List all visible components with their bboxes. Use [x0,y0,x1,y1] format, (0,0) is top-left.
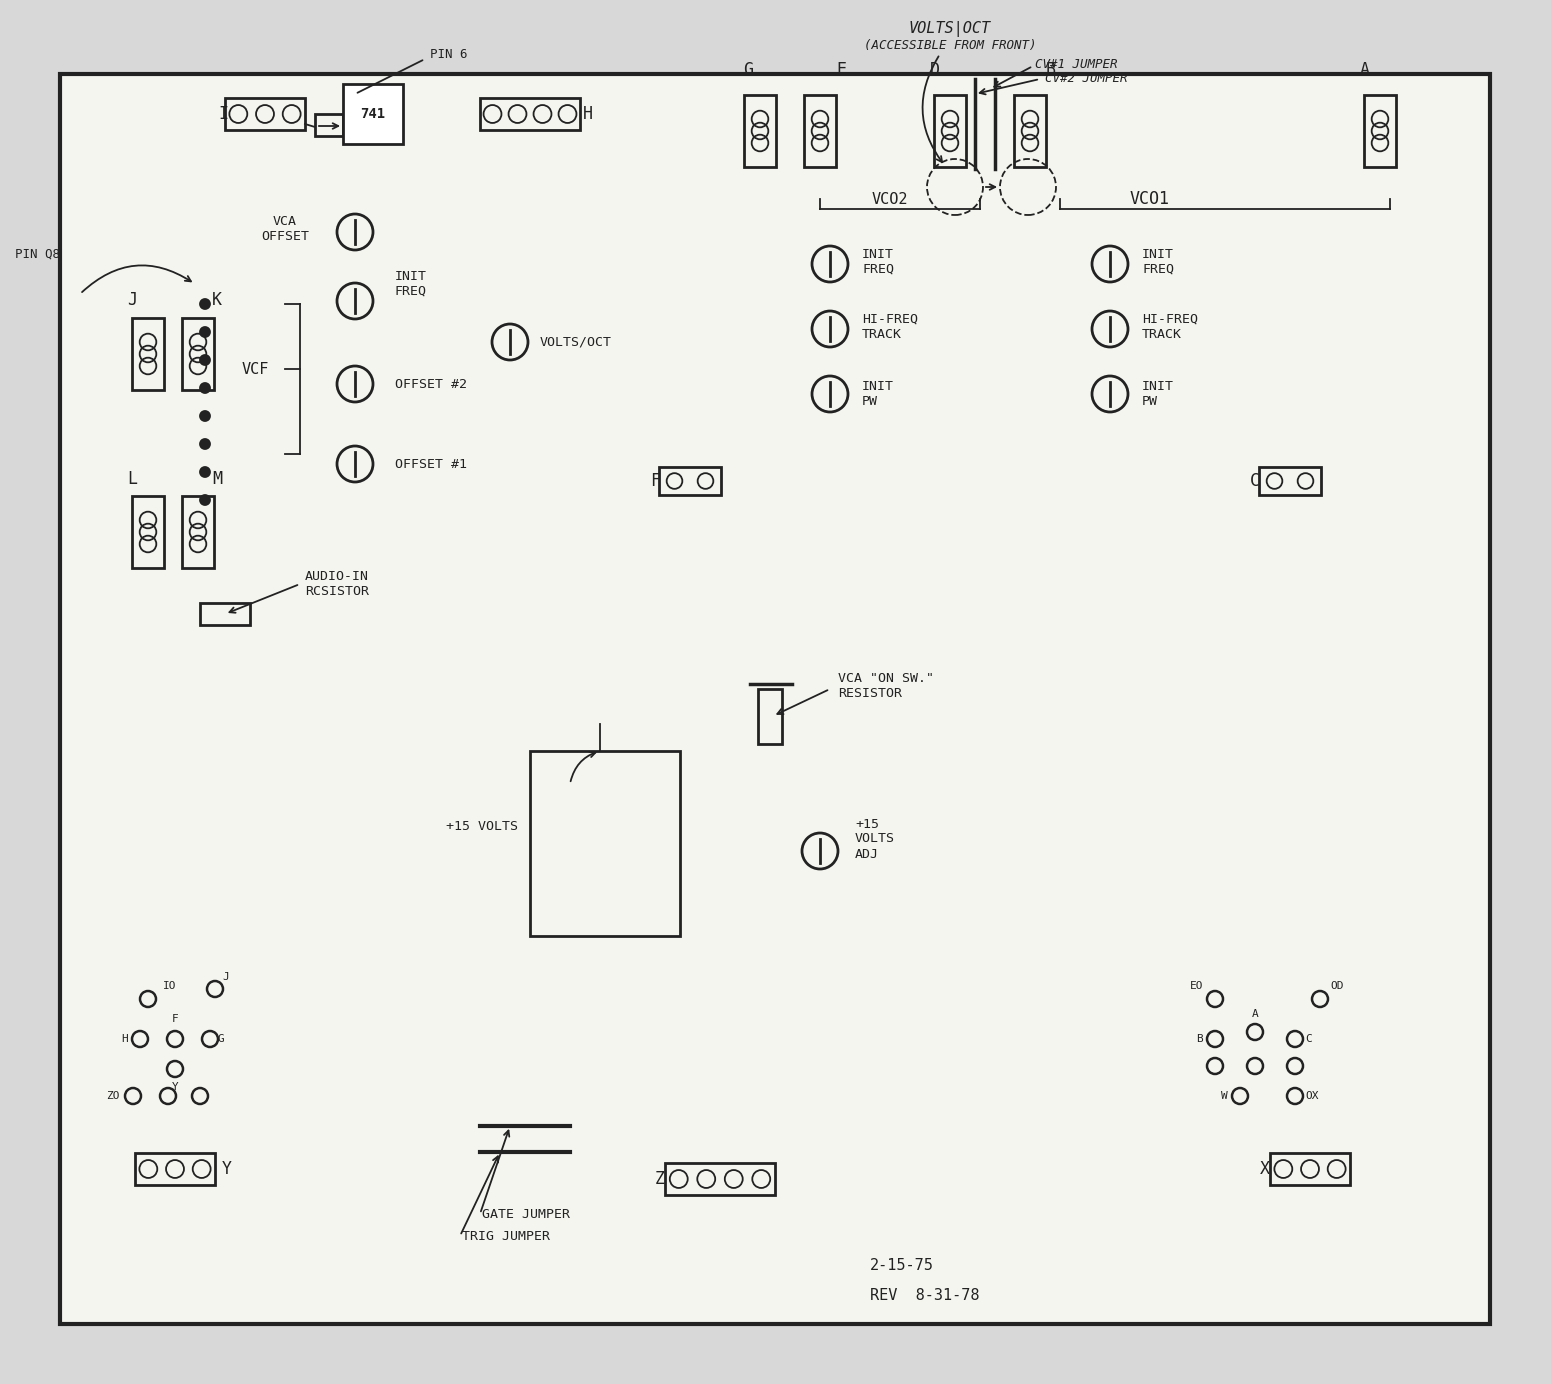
Text: B: B [1196,1034,1204,1044]
Text: VCF: VCF [242,361,268,376]
Bar [758,688,782,743]
Text: EO: EO [1190,981,1204,991]
Text: GATE JUMPER: GATE JUMPER [482,1207,571,1221]
Text: ZO: ZO [107,1091,119,1102]
Circle shape [200,411,209,421]
Text: I: I [219,105,228,123]
Text: L: L [127,471,136,489]
Text: Y: Y [172,1082,178,1092]
Bar [744,95,776,167]
Text: Y: Y [222,1160,233,1178]
Text: B: B [1045,61,1056,79]
Text: D: D [931,61,940,79]
Bar [1014,95,1045,167]
Circle shape [200,439,209,448]
Bar [479,98,580,130]
Bar [181,495,214,567]
Text: VCA "ON SW."
RESISTOR: VCA "ON SW." RESISTOR [838,673,934,700]
Text: REV  8-31-78: REV 8-31-78 [870,1289,980,1304]
Text: HI-FREQ
TRACK: HI-FREQ TRACK [1142,313,1197,340]
Bar [1270,1153,1349,1185]
Text: VOLTS/OCT: VOLTS/OCT [540,335,613,349]
Bar [934,95,966,167]
Circle shape [200,299,209,309]
Bar [132,495,164,567]
Text: CV#2 JUMPER: CV#2 JUMPER [1045,72,1128,86]
Text: Z: Z [655,1169,665,1187]
Text: E: E [836,61,845,79]
Text: C: C [1250,472,1259,490]
Text: CV#1 JUMPER: CV#1 JUMPER [1035,58,1118,71]
Text: W: W [1221,1091,1228,1102]
Text: PIN Q8: PIN Q8 [16,248,60,260]
Text: +15 VOLTS: +15 VOLTS [447,819,518,833]
Text: J: J [127,291,136,309]
Text: A: A [1360,61,1370,79]
Text: C: C [1304,1034,1312,1044]
Text: VOLTS|OCT: VOLTS|OCT [909,21,991,37]
Text: 2-15-75: 2-15-75 [870,1258,934,1273]
Text: G: G [743,61,752,79]
Text: K: K [212,291,222,309]
Text: F: F [650,472,661,490]
Text: F: F [172,1014,178,1024]
Text: AUDIO-IN
RCSISTOR: AUDIO-IN RCSISTOR [306,570,369,598]
Text: TRIG JUMPER: TRIG JUMPER [462,1229,551,1243]
Circle shape [200,383,209,393]
Text: H: H [121,1034,129,1044]
Text: (ACCESSIBLE FROM FRONT): (ACCESSIBLE FROM FRONT) [864,40,1036,53]
Text: OFFSET #2: OFFSET #2 [396,378,467,390]
Text: G: G [219,1034,225,1044]
Text: INIT
FREQ: INIT FREQ [862,248,893,275]
Bar [132,318,164,390]
Bar [200,603,250,626]
Text: IO: IO [163,981,177,991]
Bar [1363,95,1396,167]
Text: INIT
FREQ: INIT FREQ [1142,248,1174,275]
Bar [343,84,403,144]
Bar [803,95,836,167]
Bar [181,318,214,390]
Bar [315,113,343,136]
Text: PIN 6: PIN 6 [430,47,467,61]
Text: OX: OX [1304,1091,1318,1102]
Text: J: J [222,972,228,983]
Text: INIT
PW: INIT PW [1142,381,1174,408]
Bar [1259,466,1321,495]
Text: VCO2: VCO2 [872,191,909,206]
Text: H: H [583,105,592,123]
Text: +15
VOLTS
ADJ: +15 VOLTS ADJ [855,818,895,861]
Text: OFFSET #1: OFFSET #1 [396,458,467,471]
Circle shape [200,327,209,336]
Bar [135,1153,216,1185]
Text: A: A [1252,1009,1258,1019]
Circle shape [200,466,209,477]
Text: VCA
OFFSET: VCA OFFSET [261,215,309,244]
Circle shape [200,356,209,365]
Text: OD: OD [1331,981,1343,991]
Bar [659,466,721,495]
Text: M: M [212,471,222,489]
Circle shape [200,495,209,505]
Text: HI-FREQ
TRACK: HI-FREQ TRACK [862,313,918,340]
Text: X: X [1259,1160,1270,1178]
Bar [530,752,679,936]
Bar [225,98,306,130]
Text: INIT
FREQ: INIT FREQ [396,270,427,298]
Bar [665,1163,776,1194]
Text: INIT
PW: INIT PW [862,381,893,408]
Text: VCO1: VCO1 [1131,190,1169,208]
Text: 741: 741 [360,107,386,120]
